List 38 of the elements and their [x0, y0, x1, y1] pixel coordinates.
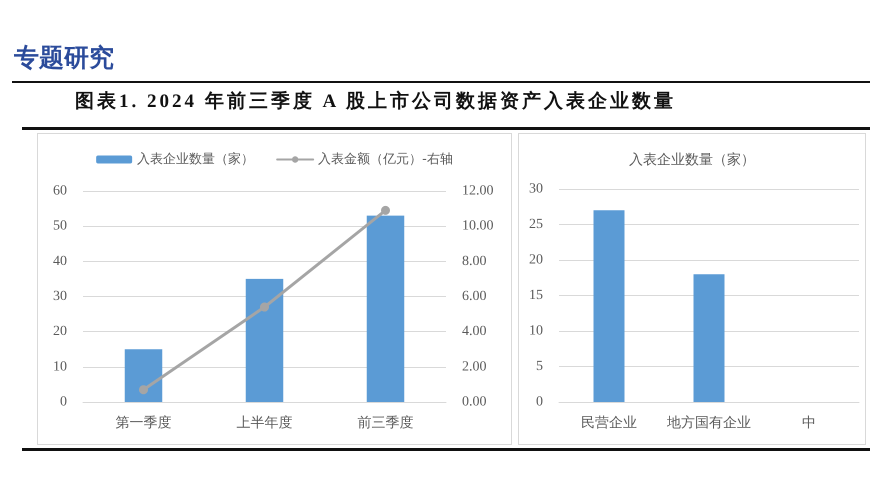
- y-tick-label: 0: [60, 394, 67, 410]
- bar: [246, 278, 284, 402]
- y-tick-label: 20: [53, 324, 67, 340]
- point: [139, 385, 148, 394]
- y2-tick-label: 8.00: [462, 254, 486, 269]
- y-tick-label: 50: [53, 218, 67, 234]
- x-tick-label: 前三季度: [358, 415, 414, 431]
- y2-tick-label: 0.00: [462, 394, 486, 410]
- bar: [366, 216, 404, 402]
- x-tick-label: 地方国有企业: [666, 415, 751, 431]
- y-tick-label: 0: [536, 394, 543, 410]
- y2-tick-label: 10.00: [462, 218, 494, 234]
- y-tick-label: 30: [529, 182, 543, 196]
- y2-tick-label: 6.00: [462, 289, 486, 304]
- x-tick-label: 民营企业: [581, 415, 637, 431]
- x-tick-label: 中: [802, 415, 816, 431]
- legend-label: 入表企业数量（家）: [137, 151, 254, 167]
- y-tick-label: 40: [53, 254, 67, 269]
- x-tick-label: 第一季度: [116, 415, 172, 431]
- x-tick-label: 上半年度: [236, 415, 292, 431]
- chart-title: 图表1. 2024 年前三季度 A 股上市公司数据资产入表企业数量: [75, 90, 676, 114]
- y-tick-label: 5: [536, 359, 543, 374]
- chart-title: 入表企业数量（家）: [629, 152, 755, 168]
- y-tick-label: 20: [529, 252, 543, 268]
- bar: [124, 349, 162, 402]
- y2-tick-label: 12.00: [462, 184, 494, 198]
- y-tick-label: 10: [53, 359, 67, 374]
- legend-label: 入表金额（亿元）-右轴: [318, 152, 453, 167]
- y-tick-label: 25: [529, 217, 543, 232]
- y-tick-label: 30: [53, 289, 67, 304]
- y-tick-label: 15: [529, 288, 543, 303]
- point: [260, 302, 269, 312]
- y-tick-label: 60: [53, 184, 67, 198]
- y2-tick-label: 4.00: [462, 324, 486, 340]
- point: [381, 206, 390, 215]
- text: 专题研究: [14, 42, 114, 74]
- y2-tick-label: 2.00: [462, 359, 486, 374]
- y-tick-label: 10: [529, 324, 543, 338]
